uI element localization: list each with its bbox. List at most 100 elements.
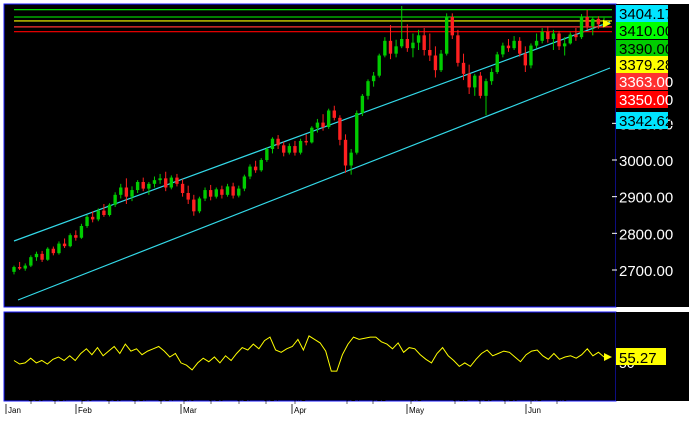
candle-body — [102, 210, 106, 215]
candle-body — [96, 210, 100, 220]
price-level-labels: 3404.173410.003390.003379.283363.003350.… — [603, 5, 673, 130]
price-level-label: 3363.00 — [619, 74, 673, 91]
candle-body — [512, 40, 516, 49]
candle-body — [596, 18, 601, 25]
candle-body — [461, 62, 466, 74]
candle-body — [366, 81, 370, 96]
candle-body — [29, 257, 33, 266]
candle-body — [135, 182, 140, 191]
candle-body — [304, 140, 308, 143]
date-tick-label: 2/10 — [106, 394, 122, 403]
candle-body — [113, 194, 117, 205]
price-level-box — [616, 22, 668, 39]
candle-body — [591, 18, 595, 27]
candle-body — [321, 122, 325, 127]
candle-body — [51, 248, 56, 254]
price-level-box — [616, 91, 668, 108]
candle-body — [326, 110, 331, 127]
candle-body — [23, 265, 27, 269]
candle-body — [220, 189, 224, 195]
candle-body — [506, 45, 511, 49]
month-label: Jan — [8, 406, 21, 415]
candle-body — [74, 235, 78, 238]
date-tick-label: 5/12 — [452, 394, 468, 403]
candle-body — [371, 75, 376, 82]
candle-body — [501, 45, 505, 55]
candle-body — [293, 146, 297, 153]
candle-body — [551, 33, 556, 39]
candle-body — [208, 190, 213, 197]
candle-body — [197, 198, 202, 212]
candle-body — [203, 190, 207, 199]
price-level-label: 3379.28 — [619, 57, 673, 74]
candle-body — [562, 43, 567, 47]
candle-body — [473, 75, 477, 88]
candle-body — [433, 55, 438, 71]
candle-body — [495, 54, 499, 72]
candle-body — [141, 182, 145, 189]
candle-body — [315, 122, 320, 128]
candle-body — [175, 177, 179, 184]
candle-body — [574, 34, 578, 38]
rsi-line — [13, 335, 605, 372]
candle-body — [57, 243, 61, 254]
price-panel-background — [3, 3, 617, 308]
candle-body — [523, 53, 528, 66]
rsi-value-box — [616, 348, 666, 365]
candle-body — [164, 178, 168, 188]
candle-body — [248, 166, 252, 177]
price-level-label: 3342.62 — [619, 113, 673, 130]
candle-body — [124, 187, 129, 197]
price-level-box — [616, 56, 668, 73]
candle-body — [298, 140, 303, 153]
candle-body — [79, 226, 84, 238]
date-tick-label: 1/20 — [28, 394, 44, 403]
month-label: Apr — [294, 406, 307, 415]
price-level-box — [616, 40, 668, 57]
candle-body — [489, 72, 494, 82]
date-tick-label: 1/27 — [52, 394, 68, 403]
candle-body — [147, 183, 151, 189]
level-lines — [14, 9, 612, 33]
candle-body — [225, 186, 230, 195]
candle-body — [478, 75, 483, 96]
candle-body — [585, 17, 589, 27]
candle-body — [253, 166, 258, 171]
price-level-label: 3404.17 — [619, 6, 673, 23]
month-label: May — [409, 406, 424, 415]
candle-body — [186, 193, 190, 200]
candle-body — [68, 235, 72, 247]
price-level-label: 3410.00 — [619, 23, 673, 40]
candle-body — [343, 139, 348, 166]
date-tick-label: 4/21 — [370, 394, 386, 403]
candle-body — [40, 253, 44, 260]
month-label: Feb — [78, 406, 92, 415]
candle-body — [276, 138, 280, 146]
candle-body — [180, 183, 185, 193]
candle-body — [85, 216, 89, 226]
channel-lower-line — [17, 67, 611, 301]
candle-body — [416, 35, 421, 43]
candle-body — [394, 46, 398, 54]
price-tick-label: 2700.00 — [619, 263, 673, 280]
candle-body — [546, 31, 550, 39]
candle-body — [169, 177, 174, 188]
candle-body — [332, 110, 336, 118]
rsi-series — [13, 335, 612, 372]
price-level-label: 3350.00 — [619, 92, 673, 109]
price-tick-label: 2800.00 — [619, 226, 673, 243]
candle-body — [231, 186, 235, 196]
rsi-axis: 5055.27 — [616, 348, 666, 371]
candle-body — [450, 17, 454, 36]
date-tick-label: 6/2 — [530, 394, 542, 403]
date-tick-label: 5/26 — [502, 394, 518, 403]
date-tick-label: 3/24 — [263, 394, 279, 403]
date-tick-label: 6/9 — [556, 394, 568, 403]
candle-body — [158, 178, 162, 181]
candle-body — [377, 55, 381, 76]
candle-body — [214, 189, 218, 197]
price-level-box — [616, 5, 668, 22]
rsi-value-label: 55.27 — [619, 350, 657, 367]
candle-body — [579, 17, 584, 38]
